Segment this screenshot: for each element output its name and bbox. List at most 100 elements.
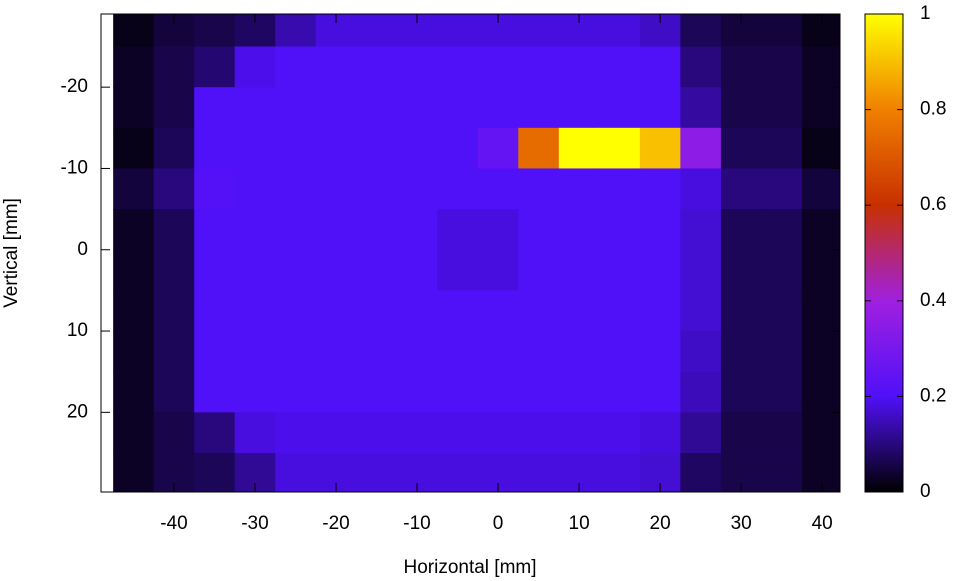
heatmap-cell <box>315 249 357 291</box>
heatmap-cell <box>599 412 641 454</box>
heatmap-cell <box>396 168 438 210</box>
heatmap-cell <box>558 249 600 291</box>
y-tick-label: 20 <box>67 401 88 422</box>
heatmap-cell <box>720 371 763 413</box>
heatmap-cell <box>153 209 195 251</box>
heatmap-cell <box>153 127 195 170</box>
heatmap-cell <box>194 14 236 48</box>
heatmap-cell <box>234 371 276 413</box>
heatmap-cell <box>194 452 236 492</box>
heatmap-cell <box>518 87 560 129</box>
heatmap-cell <box>396 127 438 170</box>
heatmap-cell <box>437 46 479 88</box>
heatmap-cell <box>315 371 357 413</box>
heatmap-cell <box>315 209 357 251</box>
x-axis-label: Horizontal [mm] <box>403 557 536 578</box>
heatmap-cell <box>477 46 519 88</box>
heatmap-cell <box>477 290 519 332</box>
heatmap-cell <box>680 127 722 170</box>
heatmap-cell <box>720 127 763 170</box>
heatmap-cell <box>396 412 438 454</box>
heatmap-cell <box>518 209 560 251</box>
heatmap-cell <box>194 127 236 170</box>
heatmap-cell <box>639 127 681 170</box>
heatmap-cell <box>437 331 479 373</box>
heatmap-cell <box>477 249 519 291</box>
heatmap-cell <box>356 452 398 492</box>
heatmap-cell <box>477 209 519 251</box>
heatmap-cell <box>437 87 479 129</box>
heatmap-cell <box>153 87 195 129</box>
heatmap-cell <box>599 452 641 492</box>
heatmap-cell <box>396 371 438 413</box>
heatmap-cell <box>153 371 195 413</box>
heatmap-cell <box>113 14 155 48</box>
heatmap-cell <box>153 249 195 291</box>
heatmap-cell <box>801 371 840 413</box>
heatmap-cell <box>194 249 236 291</box>
heatmap-cell <box>761 412 803 454</box>
heatmap-cell <box>639 290 681 332</box>
heatmap-cell <box>113 249 155 291</box>
heatmap-cell <box>558 412 600 454</box>
heatmap-cell <box>194 290 236 332</box>
heatmap-cell <box>275 209 317 251</box>
colorbar-tick-label: 0.8 <box>920 99 946 120</box>
heatmap-cell <box>275 46 317 88</box>
heatmap-cell <box>761 46 803 88</box>
heatmap-cell <box>518 168 560 210</box>
heatmap-cell <box>437 371 479 413</box>
heatmap-cell <box>720 412 763 454</box>
heatmap-cell <box>558 290 600 332</box>
heatmap-cell <box>356 127 398 170</box>
heatmap-cell <box>315 46 357 88</box>
heatmap-cell <box>518 371 560 413</box>
heatmap-cell <box>396 46 438 88</box>
heatmap-cell <box>801 452 840 492</box>
heatmap-cell <box>396 14 438 48</box>
heatmap-cell <box>801 249 840 291</box>
heatmap-cell <box>275 290 317 332</box>
heatmap-cell <box>680 209 722 251</box>
heatmap-cell <box>801 168 840 210</box>
heatmap-cell <box>275 452 317 492</box>
heatmap-cell <box>599 290 641 332</box>
heatmap-cell <box>396 290 438 332</box>
heatmap-cell <box>761 290 803 332</box>
heatmap-cell <box>356 46 398 88</box>
heatmap-cell <box>153 168 195 210</box>
heatmap-cell <box>234 46 276 88</box>
heatmap-cell <box>761 168 803 210</box>
heatmap-cell <box>639 168 681 210</box>
heatmap-cell <box>356 14 398 48</box>
heatmap-cell <box>680 87 722 129</box>
heatmap-cell <box>153 46 195 88</box>
heatmap-cell <box>477 331 519 373</box>
heatmap-cell <box>761 127 803 170</box>
heatmap-cell <box>801 14 840 48</box>
heatmap-cell <box>558 46 600 88</box>
heatmap-cell <box>599 249 641 291</box>
heatmap-cell <box>315 168 357 210</box>
heatmap-cell <box>518 412 560 454</box>
heatmap-cell <box>437 127 479 170</box>
heatmap-cell <box>437 412 479 454</box>
heatmap-cell <box>801 127 840 170</box>
heatmap-cell <box>437 452 479 492</box>
heatmap-cell <box>599 331 641 373</box>
y-tick-label: 0 <box>77 239 88 260</box>
heatmap-cell <box>599 46 641 88</box>
heatmap-cell <box>599 87 641 129</box>
heatmap-cell <box>599 168 641 210</box>
heatmap-cell <box>234 412 276 454</box>
heatmap-cell <box>356 249 398 291</box>
colorbar-tick-label: 0 <box>920 481 931 502</box>
heatmap-cell <box>720 290 763 332</box>
heatmap-cell <box>194 87 236 129</box>
colorbar-tick-label: 0.6 <box>920 194 946 215</box>
heatmap-cell <box>639 249 681 291</box>
heatmap-cell <box>477 14 519 48</box>
heatmap-cell <box>113 127 155 170</box>
heatmap-cell <box>234 249 276 291</box>
